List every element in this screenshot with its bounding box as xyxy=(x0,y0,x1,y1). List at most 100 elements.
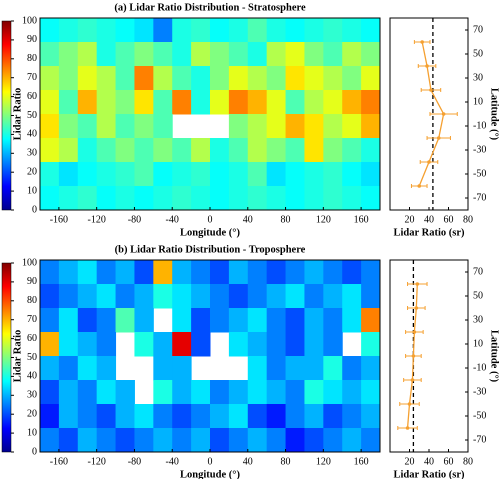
heat-cell xyxy=(191,284,211,309)
colorbar-label: Lidar Ratio xyxy=(12,88,23,141)
colorbar-tick-label: 90 xyxy=(27,276,37,287)
heat-cell xyxy=(342,114,362,139)
heat-cell xyxy=(247,308,268,333)
heat-cell xyxy=(58,114,79,139)
heat-cell xyxy=(285,356,305,381)
heat-cell xyxy=(77,114,98,139)
heat-cell xyxy=(134,404,154,429)
heat-cell xyxy=(323,356,343,381)
heat-cell xyxy=(342,308,362,333)
heat-cell xyxy=(285,308,305,333)
heat-cell xyxy=(153,332,173,357)
heat-cell xyxy=(361,66,381,91)
heat-cell xyxy=(77,162,98,187)
x-tick-label: 60 xyxy=(444,214,454,225)
y-tick-label: 10 xyxy=(473,338,483,349)
heat-cell xyxy=(304,114,324,139)
heat-cell xyxy=(228,260,249,285)
colorbar-tick-label: 30 xyxy=(27,390,37,401)
heat-cell xyxy=(40,356,60,381)
heat-cell xyxy=(40,428,60,453)
x-tick-label: 0 xyxy=(208,214,213,225)
y-tick-label: -10 xyxy=(473,362,486,373)
heat-cell xyxy=(58,332,79,357)
heat-cell xyxy=(153,66,173,91)
profile-frame xyxy=(389,259,469,453)
x-tick-label: 0 xyxy=(208,456,213,467)
heat-cell xyxy=(58,186,79,211)
heat-cell xyxy=(40,18,60,43)
heat-cell xyxy=(191,162,211,187)
heat-cell xyxy=(40,308,60,333)
colorbar-tick-label: 50 xyxy=(27,110,37,121)
heat-cell xyxy=(191,138,211,163)
heat-cell xyxy=(58,42,79,67)
x-tick-label: 40 xyxy=(243,214,253,225)
colorbar-tick-label: 20 xyxy=(27,408,37,419)
heat-cell xyxy=(266,42,287,67)
heat-cell xyxy=(153,18,173,43)
heat-cell xyxy=(115,260,135,285)
x-axis-label: Lidar Ratio (sr) xyxy=(394,469,465,479)
heat-cell xyxy=(323,90,343,115)
heat-cell xyxy=(153,138,173,163)
heat-cell xyxy=(304,404,324,429)
heat-cell xyxy=(191,66,211,91)
heat-cell xyxy=(228,404,249,429)
y-tick-label: -50 xyxy=(473,410,486,421)
heat-cell xyxy=(115,428,135,453)
heat-cell xyxy=(77,356,98,381)
heat-cell xyxy=(247,42,268,67)
heat-cell xyxy=(115,18,135,43)
heat-cell xyxy=(342,42,362,67)
heat-cell xyxy=(210,428,230,453)
heat-cell xyxy=(266,138,287,163)
heat-cell xyxy=(191,308,211,333)
heat-cell xyxy=(304,260,324,285)
heat-cell xyxy=(323,162,343,187)
heat-cell xyxy=(228,66,249,91)
heat-cell xyxy=(247,332,268,357)
heat-cell xyxy=(361,404,381,429)
heat-cell xyxy=(77,380,98,405)
y-tick-label: 30 xyxy=(473,314,483,325)
heat-cell xyxy=(266,356,287,381)
y-tick-label: -30 xyxy=(473,144,486,155)
heat-cell xyxy=(342,380,362,405)
heat-cell xyxy=(153,356,173,381)
heat-cell xyxy=(361,138,381,163)
heat-cell xyxy=(285,186,305,211)
heat-cell xyxy=(323,260,343,285)
heat-cell xyxy=(96,186,117,211)
y-tick-label: -50 xyxy=(473,168,486,179)
heat-cell xyxy=(285,66,305,91)
heat-cell xyxy=(115,186,135,211)
heat-cell xyxy=(58,380,79,405)
profile-point xyxy=(405,426,410,430)
x-tick-label: -120 xyxy=(87,456,105,467)
x-tick-label: 160 xyxy=(354,214,369,225)
colorbar-tick-label: 90 xyxy=(27,34,37,45)
heat-cell xyxy=(40,380,60,405)
heat-cell xyxy=(172,42,192,67)
heat-cell xyxy=(342,18,362,43)
heat-cell xyxy=(191,90,211,115)
heat-cell xyxy=(247,114,268,139)
colorbar-tick-label: 0 xyxy=(32,446,37,457)
heat-cell xyxy=(153,90,173,115)
heat-cell xyxy=(115,404,135,429)
heat-cell xyxy=(134,332,154,357)
heat-cell xyxy=(172,404,192,429)
heat-cell xyxy=(153,114,173,139)
heat-cell xyxy=(96,18,117,43)
heat-cell xyxy=(247,162,268,187)
heat-cell xyxy=(115,90,135,115)
x-axis-label: Longitude (°) xyxy=(180,469,240,479)
heat-cell xyxy=(266,90,287,115)
heat-cell xyxy=(361,18,381,43)
heat-cell xyxy=(266,260,287,285)
heat-cell xyxy=(323,308,343,333)
heat-cell xyxy=(40,162,60,187)
colorbar-tick-label: 20 xyxy=(27,166,37,177)
heat-cell xyxy=(247,404,268,429)
